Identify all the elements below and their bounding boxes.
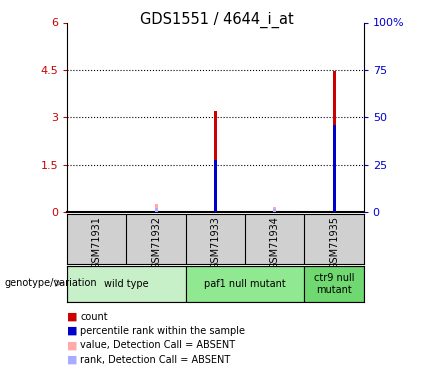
Text: paf1 null mutant: paf1 null mutant bbox=[204, 279, 286, 289]
Bar bbox=[214, 160, 217, 212]
Bar bbox=[273, 209, 276, 212]
Text: GSM71935: GSM71935 bbox=[329, 216, 339, 269]
Bar bbox=[304, 266, 364, 302]
Text: GSM71932: GSM71932 bbox=[151, 216, 161, 269]
Text: percentile rank within the sample: percentile rank within the sample bbox=[80, 326, 245, 336]
Text: GDS1551 / 4644_i_at: GDS1551 / 4644_i_at bbox=[139, 12, 294, 28]
Text: GSM71931: GSM71931 bbox=[92, 216, 102, 269]
Text: GSM71934: GSM71934 bbox=[270, 216, 280, 269]
Bar bbox=[186, 266, 304, 302]
Text: wild type: wild type bbox=[104, 279, 149, 289]
Bar bbox=[333, 125, 336, 212]
Bar bbox=[67, 266, 186, 302]
Text: ■: ■ bbox=[67, 355, 78, 364]
Text: ctr9 null
mutant: ctr9 null mutant bbox=[314, 273, 354, 295]
Bar bbox=[155, 208, 158, 212]
Text: ■: ■ bbox=[67, 326, 78, 336]
Text: ■: ■ bbox=[67, 312, 78, 322]
Text: count: count bbox=[80, 312, 108, 322]
Text: ■: ■ bbox=[67, 340, 78, 350]
Bar bbox=[273, 207, 276, 212]
Text: genotype/variation: genotype/variation bbox=[4, 278, 97, 288]
Text: rank, Detection Call = ABSENT: rank, Detection Call = ABSENT bbox=[80, 355, 230, 364]
Text: value, Detection Call = ABSENT: value, Detection Call = ABSENT bbox=[80, 340, 235, 350]
Bar bbox=[333, 71, 336, 212]
Bar bbox=[155, 204, 158, 212]
Text: GSM71933: GSM71933 bbox=[210, 216, 220, 269]
Bar bbox=[214, 111, 217, 212]
